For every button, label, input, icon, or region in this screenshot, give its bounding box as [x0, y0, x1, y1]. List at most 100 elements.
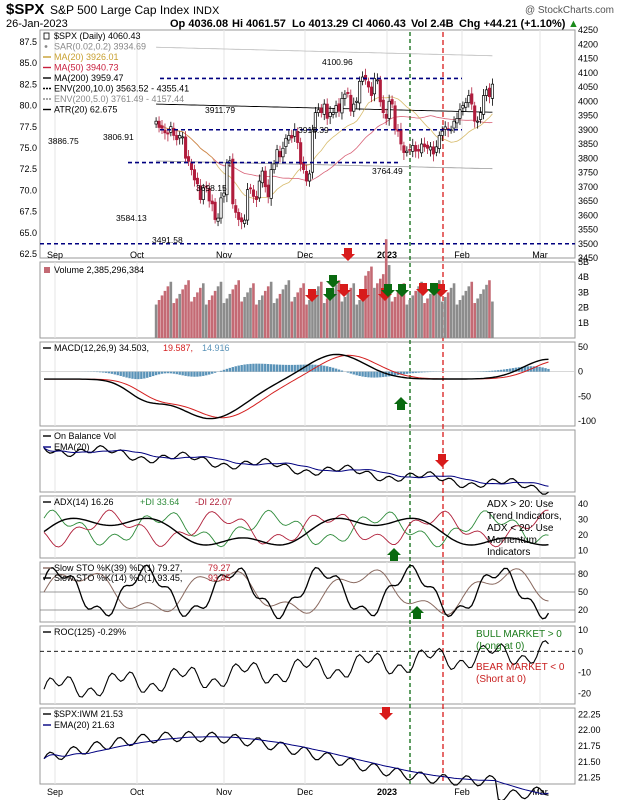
volume-bar [455, 304, 459, 338]
macd-panel-frame [39, 341, 576, 427]
macd-histogram-bar [104, 371, 108, 373]
volume-bar [420, 281, 423, 338]
volume-bar [417, 286, 420, 338]
volume-bar [305, 304, 308, 338]
ratio-panel-frame [39, 707, 576, 785]
macd-histogram-bar [163, 371, 167, 374]
volume-bar [349, 287, 353, 338]
obv-red-arrow [435, 454, 449, 467]
macd-histogram-bar [349, 371, 352, 374]
volume-bar [269, 281, 273, 338]
volume-bar [278, 293, 282, 338]
volume-bar [461, 295, 465, 338]
volume-bar [473, 303, 476, 338]
candle-up [343, 93, 347, 99]
volume-bar [163, 290, 167, 338]
macd-histogram-bar [488, 370, 491, 372]
macd-histogram-bar [160, 371, 164, 374]
left-axis-tick: 87.5 [19, 37, 37, 47]
macd-histogram-bar [361, 371, 364, 377]
volume-bar [275, 298, 279, 338]
macd-histogram-bar [305, 364, 308, 372]
ratio-axis-tick: 21.25 [578, 773, 601, 783]
roc-panel-frame [39, 625, 576, 705]
volume-bar [470, 281, 474, 338]
volume-bar [429, 293, 432, 338]
macd-histogram-bar [110, 371, 114, 374]
candle-down [189, 162, 194, 170]
candle-down [166, 132, 170, 135]
ratio-axis-tick: 21.75 [578, 741, 601, 751]
price-axis-tick: 4050 [578, 82, 598, 92]
volume-bar [296, 292, 299, 338]
macd-histogram-bar [281, 364, 285, 372]
candle-down [425, 144, 430, 149]
volume-bar [243, 296, 246, 338]
ratio-axis-tick: 21.50 [578, 757, 601, 767]
macd-histogram-bar [255, 363, 258, 372]
macd-histogram-bar [122, 371, 125, 377]
candle-up [484, 89, 489, 96]
macd-histogram-bar [296, 364, 299, 372]
macd-histogram-bar [172, 371, 175, 374]
month-label-Nov: Nov [216, 250, 233, 260]
candle-down [187, 156, 191, 162]
macd-histogram-bar [140, 371, 143, 379]
candle-down [319, 107, 323, 113]
candle-down [290, 135, 294, 139]
candle-up [476, 120, 480, 123]
macd-histogram-bar [231, 367, 234, 372]
volume-bar [340, 301, 344, 338]
volume-bar [175, 298, 179, 338]
candle-up [201, 187, 205, 200]
macd-legend-hist: 14.916 [202, 343, 230, 353]
legend-sar-swatch [44, 45, 48, 48]
volume-bar [467, 286, 471, 338]
volume-bar [225, 298, 229, 338]
macd-histogram-bar [184, 371, 187, 376]
volume-bar [234, 284, 238, 338]
chart-name: S&P 500 Large Cap Index [50, 3, 189, 17]
macd-histogram-bar [137, 371, 140, 380]
macd-histogram-bar [358, 371, 361, 376]
volume-bar [443, 296, 447, 338]
candle-up [490, 83, 494, 99]
sto-axis-tick: 50 [578, 587, 588, 597]
month-label-Feb-bottom: Feb [454, 787, 470, 797]
price-axis-tick: 3450 [578, 253, 598, 263]
macd-histogram-bar [278, 364, 282, 372]
macd-histogram-bar [290, 364, 293, 372]
month-label-Feb: Feb [454, 250, 470, 260]
candle-down [346, 92, 350, 94]
candle-down [213, 201, 217, 220]
roc-axis-tick: -20 [578, 688, 591, 698]
candle-up [458, 109, 462, 119]
change-up-arrow: ▲ [568, 18, 579, 30]
candle-up [387, 100, 391, 119]
chart-exchange: INDX [193, 5, 220, 17]
macd-histogram-bar [323, 365, 326, 372]
price-legend-item: SAR(0.02,0.2) 3934.69 [54, 42, 146, 52]
macd-histogram-bar [187, 371, 190, 377]
minus-di-line [43, 509, 549, 548]
macd-histogram-bar [190, 371, 193, 377]
candle-up [464, 102, 468, 108]
volume-bar [178, 293, 181, 338]
macd-histogram-bar [125, 371, 128, 378]
volume-bar [343, 296, 347, 338]
candle-up [257, 180, 261, 199]
macd-histogram-bar [497, 370, 500, 372]
price-legend-item: MA(200) 3959.47 [54, 73, 124, 83]
candle-up [269, 169, 273, 199]
roc-axis-tick: -10 [578, 667, 591, 677]
price-axis-tick: 3500 [578, 239, 598, 249]
volume-bar [387, 265, 391, 338]
volume-green-arrow [395, 284, 409, 297]
macd-histogram-bar [511, 368, 515, 372]
macd-histogram-bar [205, 371, 208, 376]
volume-bar [249, 287, 252, 338]
candle-down [192, 169, 197, 181]
bull-market-note: BULL MARKET > 0 [476, 629, 562, 640]
macd-histogram-bar [196, 371, 199, 377]
volume-bar [284, 284, 288, 338]
